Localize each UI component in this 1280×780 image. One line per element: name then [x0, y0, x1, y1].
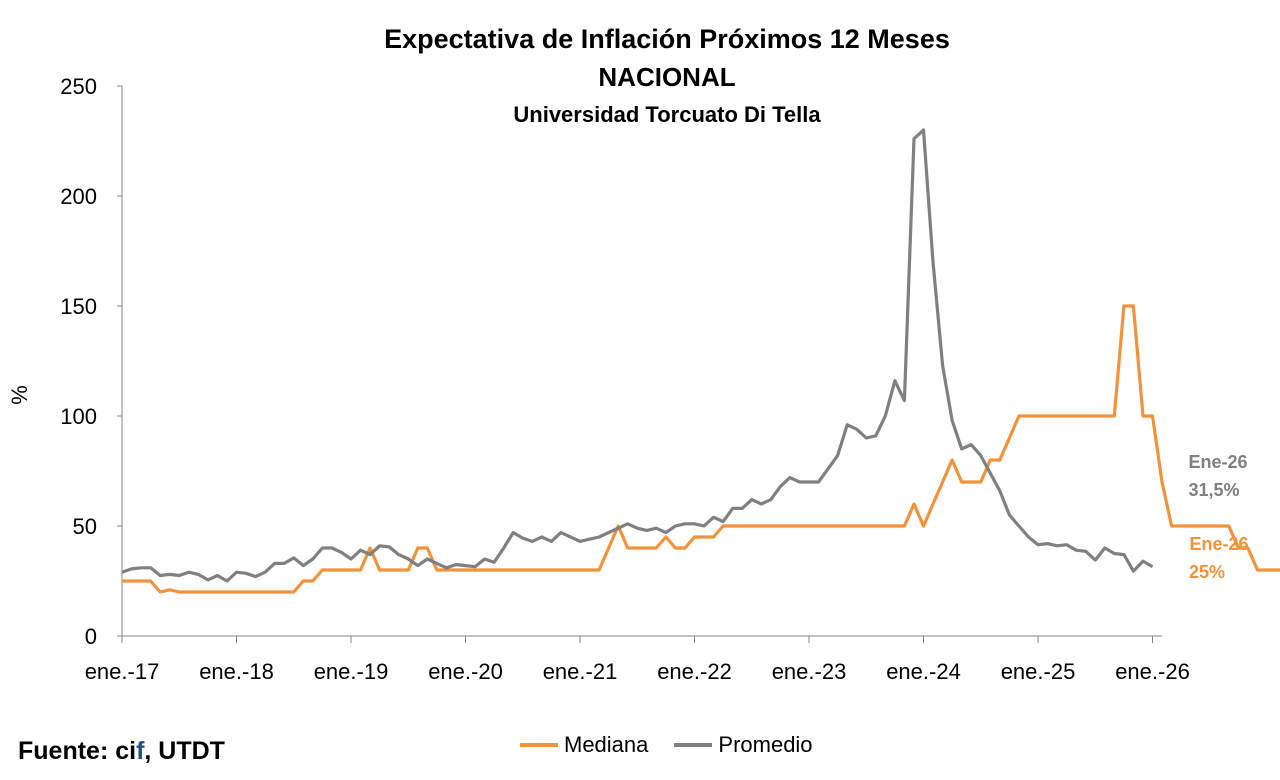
legend-swatch-mediana [520, 743, 558, 747]
series-line-mediana [122, 304, 1280, 594]
y-axis-label: % [7, 385, 32, 405]
promedio-annotation-line1: Ene-26 [1188, 452, 1247, 472]
legend: Mediana Promedio [520, 732, 839, 758]
x-tick-label: ene.-18 [199, 659, 274, 684]
y-tick-label: 150 [60, 294, 97, 319]
x-tick-label: ene.-19 [314, 659, 389, 684]
x-tick-label: ene.-21 [543, 659, 618, 684]
x-tick-label: ene.-26 [1115, 659, 1190, 684]
legend-label-promedio: Promedio [718, 732, 813, 757]
y-tick-label: 0 [85, 624, 97, 649]
y-tick-label: 200 [60, 184, 97, 209]
legend-swatch-promedio [674, 743, 713, 747]
y-tick-label: 50 [73, 514, 97, 539]
promedio-annotation-line2: 31,5% [1188, 480, 1239, 500]
x-tick-label: ene.-23 [772, 659, 847, 684]
source-suffix: , UTDT [144, 737, 225, 765]
x-tick-label: ene.-20 [428, 659, 503, 684]
x-tick-label: ene.-25 [1001, 659, 1076, 684]
chart-subtitle: NACIONAL [598, 62, 736, 92]
legend-label-mediana: Mediana [564, 732, 649, 757]
x-tick-label: ene.-24 [886, 659, 961, 684]
y-tick-label: 100 [60, 404, 97, 429]
source-highlight: f [136, 737, 145, 765]
source-note: Fuente: cif, UTDT [18, 737, 225, 766]
legend-item-promedio: Promedio [674, 732, 813, 758]
axes: 0 50 100 150 200 250 ene.-17 ene.-18 ene.-19 ene.… [60, 74, 1190, 684]
mediana-annotation-line2: 25% [1189, 562, 1225, 582]
source-prefix: Fuente: ci [18, 737, 137, 765]
series-lines [121, 128, 1280, 594]
y-tick-label: 250 [60, 74, 97, 99]
x-tick-label: ene.-17 [85, 659, 160, 684]
series-line-promedio [121, 128, 1154, 583]
legend-item-mediana: Mediana [520, 732, 648, 758]
x-tick-label: ene.-22 [657, 659, 732, 684]
chart-title: Expectativa de Inflación Próximos 12 Mes… [384, 24, 950, 54]
chart-subtitle-2: Universidad Torcuato Di Tella [513, 102, 821, 127]
mediana-annotation-line1: Ene-26 [1189, 534, 1248, 554]
